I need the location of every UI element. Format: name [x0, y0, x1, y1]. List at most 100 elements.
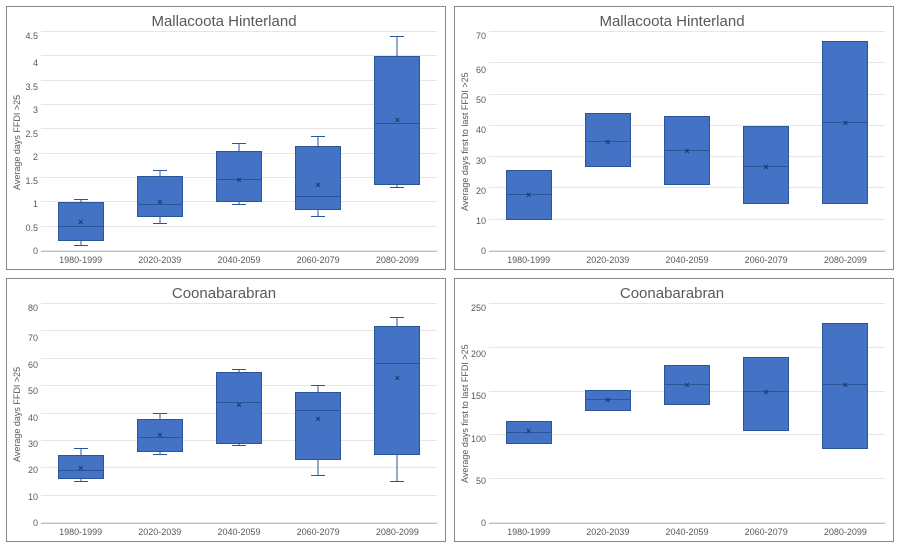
y-tick-label: 1 — [23, 200, 38, 209]
box-iqr — [374, 326, 420, 455]
y-ticks: 706050403020100 — [471, 32, 489, 252]
y-tick-label: 70 — [23, 334, 38, 343]
box-iqr — [295, 146, 341, 209]
boxplot: × — [815, 304, 875, 523]
y-axis-label: Average days first to last FFDI >25 — [459, 32, 471, 252]
whisker-lower — [397, 455, 398, 482]
plot-area: ××××× — [489, 304, 885, 524]
panel-title: Mallacoota Hinterland — [459, 13, 885, 30]
box-container: ××××× — [489, 32, 885, 251]
panel-grid: Mallacoota Hinterland Average days FFDI … — [6, 6, 894, 542]
whisker-cap-lower — [74, 481, 88, 482]
box-iqr — [295, 392, 341, 460]
x-tick-label: 1980-1999 — [51, 255, 111, 265]
panel-title: Mallacoota Hinterland — [11, 13, 437, 30]
whisker-cap-upper — [232, 369, 246, 370]
whisker-upper — [238, 144, 239, 151]
boxplot: × — [736, 304, 796, 523]
y-tick-label: 200 — [471, 350, 486, 359]
boxplot: × — [657, 32, 717, 251]
x-tick-label: 2040-2059 — [209, 527, 269, 537]
plot-area: ××××× — [489, 32, 885, 252]
whisker-cap-lower — [390, 481, 404, 482]
y-axis-label: Average days FFDI >25 — [11, 304, 23, 524]
boxplot: × — [367, 304, 427, 523]
boxplot: × — [499, 304, 559, 523]
y-tick-label: 40 — [471, 126, 486, 135]
whisker-cap-lower — [232, 445, 246, 446]
boxplot: × — [815, 32, 875, 251]
y-tick-label: 4 — [23, 59, 38, 68]
boxplot: × — [209, 304, 269, 523]
y-ticks: 80706050403020100 — [23, 304, 41, 524]
y-tick-label: 70 — [471, 32, 486, 41]
boxplot: × — [51, 32, 111, 251]
x-tick-label: 1980-1999 — [51, 527, 111, 537]
x-tick-label: 2080-2099 — [815, 527, 875, 537]
y-tick-label: 0.5 — [23, 224, 38, 233]
x-tick-label: 2020-2039 — [578, 527, 638, 537]
boxplot: × — [130, 304, 190, 523]
y-tick-label: 2.5 — [23, 130, 38, 139]
x-tick-label: 2040-2059 — [209, 255, 269, 265]
boxplot: × — [578, 32, 638, 251]
x-tick-label: 1980-1999 — [499, 527, 559, 537]
median-line — [295, 410, 341, 411]
whisker-cap-upper — [74, 448, 88, 449]
x-tick-label: 2080-2099 — [815, 255, 875, 265]
boxplot: × — [657, 304, 717, 523]
y-axis-label: Average days FFDI >25 — [11, 32, 23, 252]
y-tick-label: 4.5 — [23, 32, 38, 41]
y-tick-label: 150 — [471, 392, 486, 401]
x-tick-label: 2080-2099 — [367, 527, 427, 537]
plot-area: ××××× — [41, 32, 437, 252]
panel-bl: Coonabarabran Average days FFDI >25 8070… — [6, 278, 446, 542]
whisker-lower — [318, 460, 319, 476]
panel-tl: Mallacoota Hinterland Average days FFDI … — [6, 6, 446, 270]
whisker-cap-lower — [232, 204, 246, 205]
y-tick-label: 0 — [23, 247, 38, 256]
boxplot: × — [288, 304, 348, 523]
whisker-cap-upper — [232, 143, 246, 144]
y-tick-label: 50 — [471, 96, 486, 105]
y-tick-label: 60 — [471, 66, 486, 75]
whisker-cap-lower — [311, 216, 325, 217]
whisker-cap-lower — [390, 187, 404, 188]
x-ticks: 1980-19992020-20392040-20592060-20792080… — [41, 252, 437, 265]
x-ticks: 1980-1999 2020-2039 2040-2059 2060-2079 2080… — [489, 524, 885, 537]
x-tick-label: 2060-2079 — [736, 255, 796, 265]
x-tick-label: 1980-1999 — [499, 255, 559, 265]
y-tick-label: 30 — [471, 157, 486, 166]
panel-br: Coonabarabran Average days first to last… — [454, 278, 894, 542]
y-tick-label: 40 — [23, 414, 38, 423]
y-tick-label: 0 — [23, 519, 38, 528]
boxplot: × — [736, 32, 796, 251]
whisker-cap-upper — [74, 199, 88, 200]
y-ticks: 250200150100500 — [471, 304, 489, 524]
y-tick-label: 0 — [471, 247, 486, 256]
box-container: ××××× — [41, 32, 437, 251]
whisker-upper — [397, 318, 398, 326]
whisker-cap-lower — [153, 454, 167, 455]
y-tick-label: 50 — [471, 477, 486, 486]
x-tick-label: 2060-2079 — [288, 527, 348, 537]
x-tick-label: 2040-2059 — [657, 255, 717, 265]
x-tick-label: 2020-2039 — [130, 527, 190, 537]
boxplot: × — [130, 32, 190, 251]
boxplot: × — [499, 32, 559, 251]
x-tick-label: 2060-2079 — [736, 527, 796, 537]
boxplot: × — [209, 32, 269, 251]
median-line — [374, 363, 420, 364]
panel-title: Coonabarabran — [459, 285, 885, 302]
boxplot: × — [367, 32, 427, 251]
y-axis-label: Average days first to last FFDI >25 — [459, 304, 471, 524]
boxplot: × — [288, 32, 348, 251]
y-tick-label: 250 — [471, 304, 486, 313]
y-tick-label: 100 — [471, 435, 486, 444]
whisker-cap-lower — [311, 475, 325, 476]
whisker-cap-upper — [153, 170, 167, 171]
y-tick-label: 50 — [23, 387, 38, 396]
y-tick-label: 80 — [23, 304, 38, 313]
x-tick-label: 2040-2059 — [657, 527, 717, 537]
y-tick-label: 3 — [23, 106, 38, 115]
